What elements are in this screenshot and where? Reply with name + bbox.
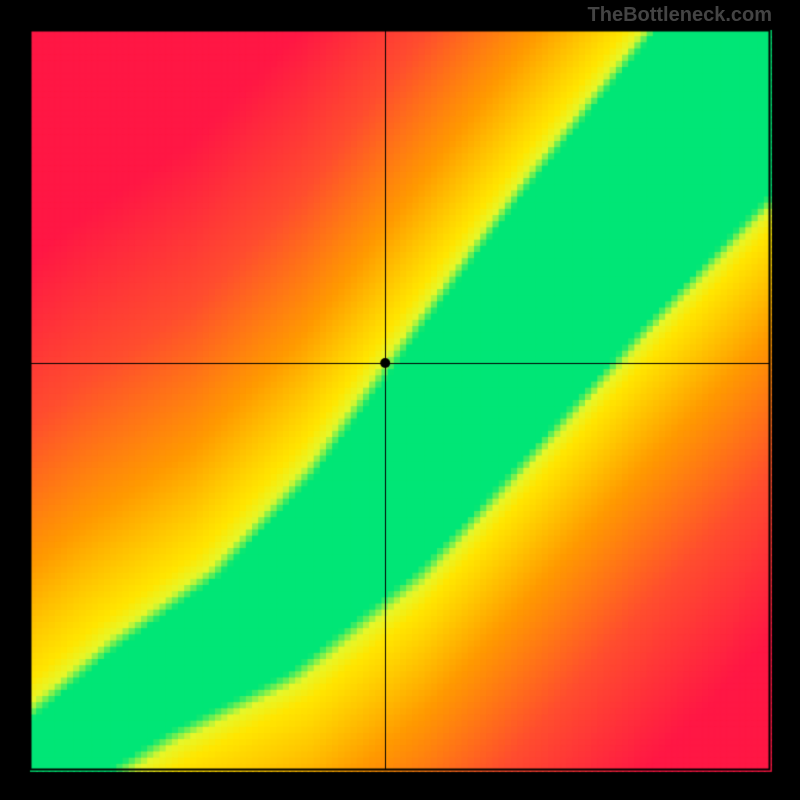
bottleneck-heatmap: [0, 0, 800, 800]
watermark-text: TheBottleneck.com: [588, 4, 772, 27]
